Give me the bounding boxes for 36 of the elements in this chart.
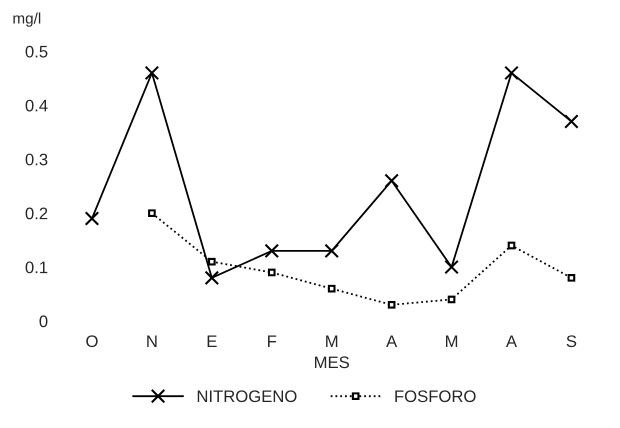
point xyxy=(84,211,100,226)
x-tick-label: N xyxy=(147,336,157,347)
point xyxy=(208,258,216,266)
point xyxy=(384,173,399,188)
y-tick-label: 0.4 xyxy=(26,100,48,112)
point xyxy=(564,114,579,129)
point xyxy=(264,244,280,258)
point xyxy=(204,270,220,286)
point xyxy=(444,260,459,274)
x-tick-label: O xyxy=(86,335,98,348)
point xyxy=(144,66,160,80)
y-tick-label: 0.5 xyxy=(26,46,48,58)
x-tick-label: A xyxy=(506,336,518,347)
x-tick-label: M xyxy=(446,336,458,347)
point xyxy=(508,242,516,250)
x-tick-label: M xyxy=(326,336,338,347)
legend-label: FOSFORO xyxy=(395,390,476,402)
point xyxy=(504,66,519,80)
x-tick-label: A xyxy=(386,336,398,347)
y-axis-title: mg/l xyxy=(13,12,40,27)
legend-label: NITROGENO xyxy=(198,390,297,402)
point xyxy=(148,209,156,217)
x-tick-label: F xyxy=(268,336,276,347)
x-tick-label: E xyxy=(208,336,217,347)
point xyxy=(388,301,396,309)
point xyxy=(568,274,576,282)
y-tick-label: 0 xyxy=(39,315,48,328)
y-tick-label: 0.2 xyxy=(26,208,48,220)
point xyxy=(448,296,456,304)
point xyxy=(268,268,276,276)
x-axis-title: MES xyxy=(315,356,349,368)
point xyxy=(324,244,339,258)
point xyxy=(328,284,336,292)
y-tick-label: 0.3 xyxy=(26,154,48,166)
x-tick-label: S xyxy=(566,335,576,348)
y-tick-label: 0.1 xyxy=(26,261,48,274)
